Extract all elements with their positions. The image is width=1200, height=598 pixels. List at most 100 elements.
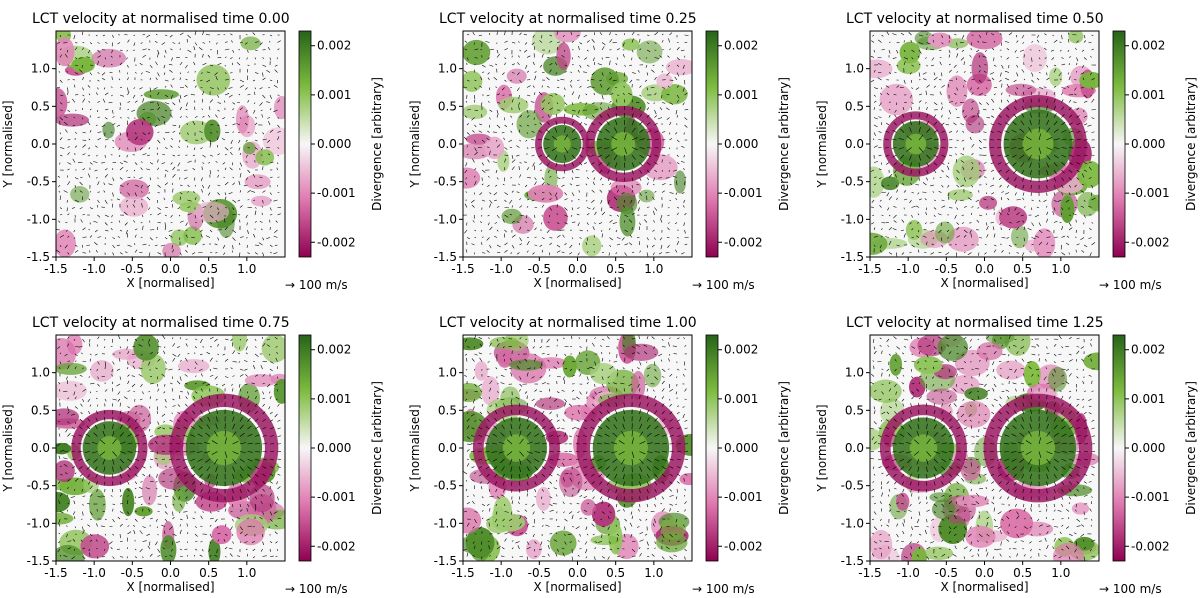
velocity-arrow	[986, 234, 989, 238]
velocity-arrow	[247, 252, 250, 255]
velocity-arrow	[149, 213, 152, 216]
velocity-arrow	[275, 220, 278, 223]
velocity-arrow	[67, 152, 70, 156]
velocity-arrow	[492, 131, 498, 133]
velocity-arrow	[202, 199, 204, 203]
divergence-blob	[463, 507, 482, 534]
velocity-arrow	[524, 42, 528, 45]
divergence-blob	[623, 343, 659, 361]
velocity-arrow	[161, 435, 166, 437]
velocity-arrow	[646, 402, 649, 407]
velocity-arrow	[532, 162, 535, 167]
velocity-arrow	[886, 92, 890, 96]
velocity-arrow	[487, 214, 490, 217]
velocity-arrow	[1076, 107, 1080, 111]
velocity-arrow	[899, 154, 905, 159]
velocity-arrow	[239, 509, 243, 512]
velocity-arrow	[232, 361, 237, 363]
velocity-arrow	[631, 38, 634, 43]
velocity-arrow	[562, 552, 565, 557]
velocity-arrow	[245, 548, 248, 550]
velocity-arrow	[519, 79, 522, 83]
velocity-arrow	[275, 357, 278, 362]
velocity-arrow	[112, 533, 115, 536]
velocity-arrow	[169, 473, 173, 476]
velocity-arrow	[223, 252, 226, 255]
velocity-arrow	[1022, 105, 1025, 111]
velocity-arrow	[991, 115, 995, 118]
velocity-arrow	[553, 539, 558, 542]
colorbar-label: Divergence [arbitrary]	[370, 381, 384, 515]
velocity-arrow	[261, 212, 263, 216]
velocity-arrow	[646, 417, 650, 422]
velocity-arrow	[486, 138, 490, 141]
velocity-arrow	[954, 243, 957, 246]
velocity-arrow	[262, 488, 265, 492]
velocity-arrow	[239, 488, 242, 493]
velocity-arrow	[938, 49, 942, 52]
velocity-arrow	[609, 214, 612, 217]
velocity-arrow	[149, 553, 153, 557]
velocity-arrow	[465, 533, 468, 537]
velocity-arrow	[601, 357, 604, 362]
velocity-arrow	[230, 147, 233, 149]
velocity-arrow	[169, 555, 173, 557]
velocity-arrow	[117, 391, 121, 395]
velocity-arrow	[586, 251, 589, 253]
velocity-arrow	[1076, 154, 1081, 157]
velocity-arrow	[89, 162, 93, 165]
velocity-arrow	[594, 361, 597, 366]
velocity-arrow	[578, 190, 580, 193]
velocity-arrow	[504, 31, 506, 36]
velocity-arrow	[579, 42, 583, 45]
velocity-arrow	[228, 94, 233, 98]
divergence-blob	[998, 206, 1028, 229]
velocity-arrow	[141, 191, 143, 193]
velocity-arrow	[986, 206, 989, 208]
velocity-arrow	[1046, 177, 1048, 182]
velocity-arrow	[496, 124, 501, 129]
velocity-arrow	[571, 147, 578, 150]
velocity-arrow	[208, 496, 211, 501]
velocity-arrow	[74, 57, 78, 59]
velocity-arrow	[653, 346, 655, 350]
x-tick-label: -0.5	[121, 262, 144, 276]
velocity-arrow	[215, 161, 218, 163]
velocity-arrow	[516, 221, 520, 223]
velocity-arrow	[1037, 252, 1040, 255]
velocity-arrow	[526, 403, 529, 407]
velocity-arrow	[119, 162, 124, 165]
divergence-blob	[870, 59, 893, 79]
divergence-blob	[102, 121, 115, 139]
velocity-arrow	[918, 42, 924, 45]
velocity-arrow	[646, 169, 650, 173]
velocity-arrow	[556, 244, 561, 248]
velocity-arrow	[549, 473, 553, 477]
velocity-arrow	[639, 85, 642, 88]
velocity-arrow	[571, 102, 574, 106]
velocity-arrow	[554, 127, 558, 133]
velocity-arrow	[495, 367, 498, 370]
velocity-arrow	[873, 227, 876, 231]
velocity-arrow	[74, 132, 78, 134]
velocity-arrow	[1074, 93, 1077, 96]
divergence-blob	[160, 535, 177, 561]
velocity-arrow	[564, 411, 567, 415]
velocity-arrow	[141, 72, 143, 75]
velocity-arrow	[1014, 192, 1017, 196]
velocity-arrow	[509, 368, 513, 370]
velocity-arrow	[947, 184, 950, 188]
divergence-blob	[463, 39, 491, 66]
velocity-arrow	[67, 360, 71, 362]
velocity-arrow	[600, 496, 603, 500]
divergence-blob	[590, 362, 617, 385]
velocity-arrow	[578, 337, 580, 340]
velocity-arrow	[1016, 227, 1020, 231]
velocity-arrow	[592, 102, 595, 105]
velocity-arrow	[139, 177, 143, 179]
velocity-arrow	[646, 147, 652, 149]
velocity-arrow	[58, 190, 61, 193]
velocity-arrow	[549, 509, 554, 512]
divergence-blob	[506, 68, 527, 84]
velocity-arrow	[201, 503, 203, 507]
